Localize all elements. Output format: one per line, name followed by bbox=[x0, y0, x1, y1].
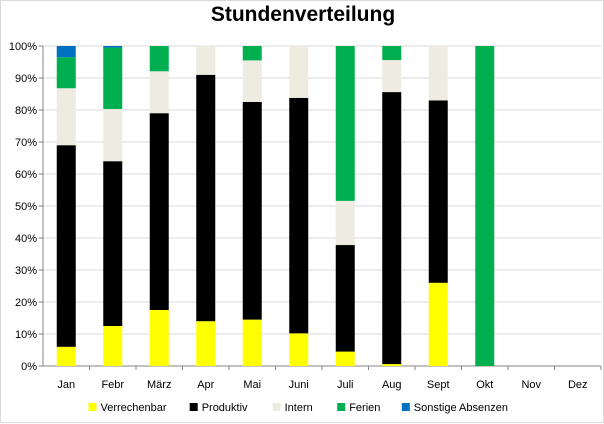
bar-ferien bbox=[56, 57, 76, 89]
legend-swatch bbox=[337, 403, 346, 411]
bar-produktiv bbox=[289, 97, 309, 334]
bar-produktiv bbox=[428, 100, 448, 283]
bar-intern bbox=[242, 60, 262, 102]
bar-intern bbox=[428, 46, 448, 101]
x-tick-label: Aug bbox=[382, 379, 402, 391]
x-tick-label: Sept bbox=[427, 379, 450, 391]
y-tick-label: 40% bbox=[15, 233, 37, 245]
bar-ferien bbox=[382, 46, 402, 61]
legend-swatch bbox=[88, 403, 97, 411]
bar-verrechenbar bbox=[289, 333, 309, 366]
bar-verrechenbar bbox=[56, 346, 76, 366]
x-tick-label: Apr bbox=[197, 379, 214, 391]
bar-produktiv bbox=[196, 74, 216, 322]
chart-title: Stundenverteilung bbox=[210, 3, 396, 26]
legend-label: Intern bbox=[285, 402, 313, 414]
y-tick-label: 70% bbox=[15, 137, 37, 149]
bar-ferien bbox=[103, 47, 123, 110]
bar-ferien bbox=[335, 46, 355, 201]
y-tick-label: 10% bbox=[15, 329, 37, 341]
y-tick-label: 20% bbox=[15, 297, 37, 309]
x-tick-label: Mai bbox=[243, 379, 261, 391]
y-tick-label: 50% bbox=[15, 201, 37, 213]
bar-intern bbox=[196, 46, 216, 75]
bar-sonstige-absenzen bbox=[56, 46, 76, 58]
legend-swatch bbox=[272, 403, 281, 411]
bar-verrechenbar bbox=[149, 310, 169, 366]
bar-intern bbox=[382, 60, 402, 93]
x-tick-label: Febr bbox=[101, 379, 124, 391]
legend-label: Produktiv bbox=[202, 402, 248, 414]
y-tick-label: 100% bbox=[9, 41, 37, 53]
bar-intern bbox=[103, 109, 123, 162]
bar-verrechenbar bbox=[335, 351, 355, 366]
x-tick-label: März bbox=[147, 379, 171, 391]
bar-verrechenbar bbox=[196, 321, 216, 366]
y-tick-label: 30% bbox=[15, 265, 37, 277]
x-tick-label: Juli bbox=[337, 379, 354, 391]
bar-ferien bbox=[149, 46, 169, 72]
bar-produktiv bbox=[56, 145, 76, 347]
legend-label: Ferien bbox=[349, 402, 380, 414]
legend-swatch bbox=[401, 403, 410, 411]
bar-produktiv bbox=[382, 92, 402, 365]
bar-verrechenbar bbox=[103, 326, 123, 366]
legend-swatch bbox=[189, 403, 198, 411]
bar-intern bbox=[149, 71, 169, 114]
bar-ferien bbox=[475, 46, 495, 366]
bar-ferien bbox=[242, 46, 262, 61]
bar-produktiv bbox=[103, 161, 123, 326]
bar-produktiv bbox=[242, 102, 262, 320]
legend-label: Verrechenbar bbox=[101, 402, 167, 414]
bar-verrechenbar bbox=[242, 319, 262, 366]
bar-verrechenbar bbox=[382, 364, 402, 366]
y-tick-label: 80% bbox=[15, 105, 37, 117]
bar-intern bbox=[335, 200, 355, 246]
x-tick-label: Nov bbox=[521, 379, 541, 391]
bar-intern bbox=[56, 88, 76, 146]
legend-label: Sonstige Absenzen bbox=[414, 402, 508, 414]
bar-sonstige-absenzen bbox=[103, 46, 123, 48]
y-tick-label: 0% bbox=[21, 361, 37, 373]
y-tick-label: 60% bbox=[15, 169, 37, 181]
x-tick-label: Dez bbox=[568, 379, 588, 391]
bar-produktiv bbox=[335, 245, 355, 352]
bar-verrechenbar bbox=[428, 282, 448, 366]
bar-intern bbox=[289, 46, 309, 98]
x-tick-label: Okt bbox=[476, 379, 493, 391]
x-tick-label: Jan bbox=[57, 379, 75, 391]
x-tick-label: Juni bbox=[289, 379, 309, 391]
bar-produktiv bbox=[149, 113, 169, 310]
y-tick-label: 90% bbox=[15, 73, 37, 85]
